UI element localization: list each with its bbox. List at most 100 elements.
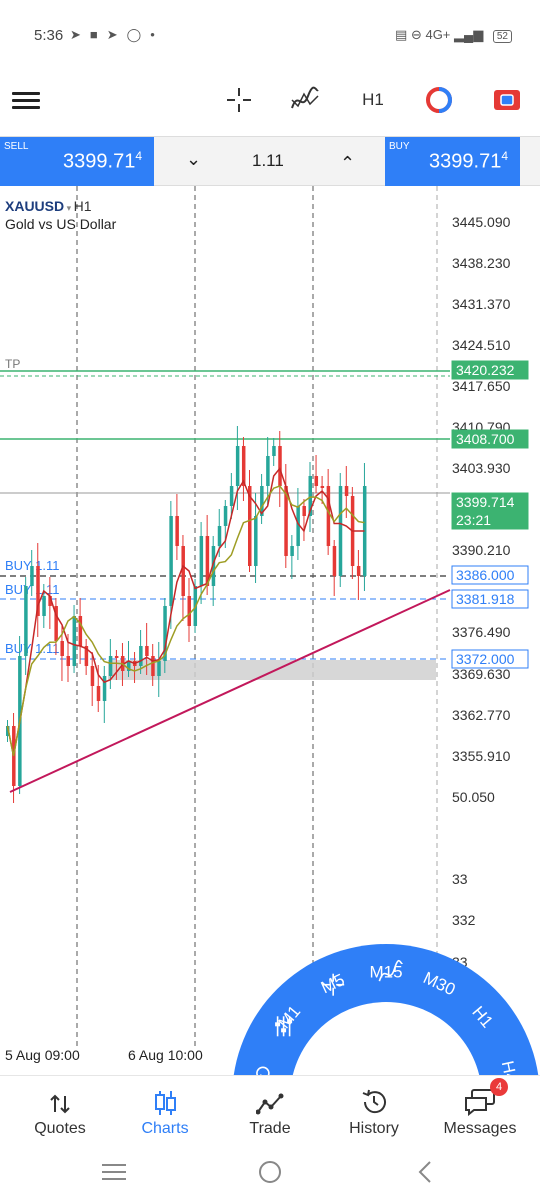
sell-price-sup: 4	[135, 149, 142, 163]
telegram-icon: ➤	[70, 27, 90, 42]
chart-toolbar: H1	[0, 74, 540, 136]
indicators-icon[interactable]	[378, 959, 403, 982]
candle-body	[36, 566, 40, 616]
price-scale-label: 3362.770	[452, 707, 511, 723]
nav-quotes[interactable]: Quotes	[10, 1076, 110, 1151]
home-icon[interactable]	[259, 1161, 281, 1183]
candle-body	[223, 506, 228, 526]
candle-body	[314, 476, 319, 486]
trade-panel-icon[interactable]	[492, 85, 522, 115]
volume-decrease-button[interactable]: ⌄	[186, 149, 202, 169]
tp-label: TP	[5, 357, 20, 371]
quotes-icon	[10, 1076, 110, 1116]
sell-button[interactable]: SELL 3399.714	[0, 137, 154, 187]
candle-body	[48, 596, 52, 606]
volume-increase-button[interactable]: ⌃	[340, 153, 356, 173]
crosshair-icon[interactable]	[224, 85, 254, 115]
nav-trade[interactable]: Trade	[220, 1076, 320, 1151]
recents-icon[interactable]	[102, 1164, 126, 1180]
price-tag-box	[451, 565, 529, 585]
candle-body	[254, 516, 258, 566]
network-label: 4G+	[425, 27, 451, 42]
candle-body	[302, 506, 306, 516]
nav-messages-label: Messages	[443, 1120, 517, 1137]
moving-average-slow	[6, 485, 365, 757]
buy-order-label: BUY 1.11	[5, 558, 59, 573]
price-chart[interactable]: 3445.090 3438.230 3431.370 3424.510 3417.650…	[0, 186, 540, 1200]
chart-canvas[interactable]: 3445.090 3438.230 3431.370 3424.510 3417.650…	[0, 186, 540, 1066]
candle-body	[24, 586, 28, 656]
candle-body	[211, 546, 216, 586]
crosshair-icon[interactable]	[322, 973, 345, 996]
candle-body	[187, 596, 191, 626]
sell-price: 3399.714	[63, 149, 142, 174]
sell-label: SELL	[4, 141, 29, 152]
battery-icon: 52	[492, 30, 512, 43]
trade-icon	[220, 1076, 320, 1116]
candle-body	[356, 566, 361, 576]
price-tag-value: 3386.000	[456, 567, 515, 583]
time-axis-label: 6 Aug 10:00	[128, 1047, 203, 1063]
price-tag-value: 3420.232	[456, 362, 515, 378]
sell-price-main: 3399.71	[63, 150, 136, 173]
timeframe-button[interactable]: H1	[362, 90, 384, 109]
candle-body	[248, 486, 252, 566]
price-scale-label: 332	[452, 912, 476, 928]
price-scale-label: 3438.230	[452, 255, 511, 271]
chart-symbol: XAUUSD ▾ H1	[5, 198, 92, 214]
buy-price: 3399.714	[429, 149, 508, 174]
candle-body	[151, 656, 155, 676]
price-scale-label: 3376.490	[452, 624, 511, 640]
candle-body	[235, 446, 240, 486]
candle-body	[102, 676, 107, 701]
price-tag-countdown: 23:21	[456, 512, 491, 528]
one-click-trade-bar: SELL 3399.714 ⌄ 1.11 ⌃ BUY 3399.714	[0, 136, 540, 187]
price-scale-label: 3355.910	[452, 748, 511, 764]
price-tag-value: 3408.700	[456, 431, 515, 447]
price-scale-label: 3390.210	[452, 542, 511, 558]
indicators-icon[interactable]	[290, 85, 320, 115]
nav-charts[interactable]: Charts	[115, 1076, 215, 1151]
candle-body	[60, 641, 64, 656]
notification-icons: ➤■➤◯•	[70, 27, 164, 43]
buy-price-main: 3399.71	[429, 150, 502, 173]
candle-body	[54, 606, 58, 641]
candle-body	[169, 516, 173, 606]
candle-body	[278, 446, 282, 486]
price-tag: 3399.714 23:21	[451, 492, 529, 530]
price-tag-box	[451, 589, 529, 609]
volume-value[interactable]: 1.11	[252, 151, 284, 170]
candle-body	[272, 446, 276, 456]
candle-body	[290, 546, 294, 556]
price-tag: 3408.700	[451, 429, 529, 449]
nav-history[interactable]: History	[324, 1076, 424, 1151]
history-icon	[324, 1076, 424, 1116]
time-axis-label: 5 Aug 09:00	[5, 1047, 80, 1063]
support-zone	[108, 660, 436, 680]
timeframe-button-m15[interactable]: M15	[369, 962, 402, 981]
price-scale-label: 3417.650	[452, 378, 511, 394]
candle-body	[145, 646, 149, 656]
messages-badge: 4	[490, 1078, 508, 1096]
settings-sliders-icon[interactable]	[275, 1016, 293, 1037]
nav-history-label: History	[349, 1120, 399, 1137]
price-tag-value: 3381.918	[456, 591, 515, 607]
candle-body	[229, 486, 234, 506]
nav-trade-label: Trade	[249, 1120, 291, 1137]
dnd-icon: ⊖	[410, 27, 422, 42]
price-tag-box	[451, 649, 529, 669]
candle-body	[72, 616, 77, 666]
color-theme-icon[interactable]	[424, 85, 454, 115]
candle-body	[114, 656, 119, 658]
system-navigation-bar	[0, 1150, 540, 1200]
nav-messages[interactable]: 4 Messages	[430, 1076, 530, 1151]
candle-body	[338, 486, 343, 576]
candle-body	[78, 616, 83, 646]
back-icon[interactable]	[418, 1161, 431, 1183]
menu-icon[interactable]	[12, 88, 40, 112]
candle-body	[181, 546, 185, 596]
candle-body	[266, 456, 270, 486]
candle-body	[332, 546, 337, 576]
price-scale-label: 3403.930	[452, 460, 511, 476]
buy-button[interactable]: BUY 3399.714	[385, 137, 520, 187]
